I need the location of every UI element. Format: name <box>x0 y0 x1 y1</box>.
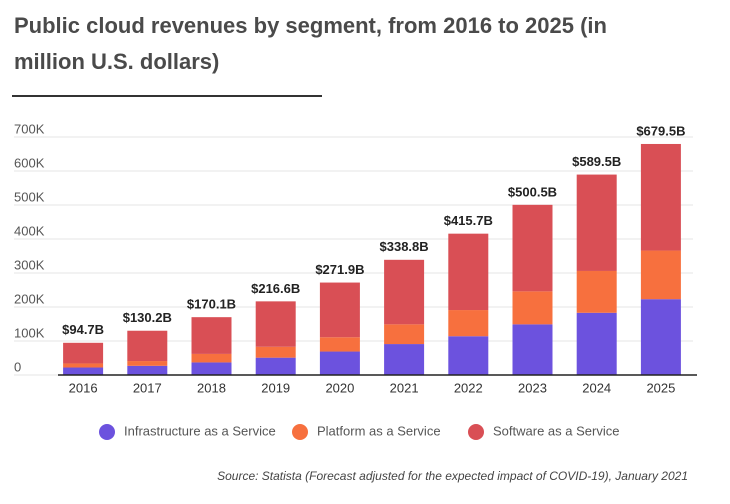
bar-segment <box>384 344 425 375</box>
legend-swatch <box>99 424 115 440</box>
y-tick-label: 400K <box>14 223 45 238</box>
bar-segment <box>255 357 296 375</box>
bar-segment <box>319 337 360 352</box>
bar-segment <box>127 330 168 362</box>
bar-segment <box>576 174 617 271</box>
bar-segment <box>63 342 104 364</box>
bar-segment <box>512 324 553 375</box>
x-tick-label: 2016 <box>69 380 98 395</box>
bar-segment <box>448 336 489 375</box>
bar-segment <box>319 282 360 338</box>
bar-segment <box>640 250 681 300</box>
bar-segment <box>127 365 168 375</box>
x-tick-label: 2020 <box>325 380 354 395</box>
y-tick-label: 500K <box>14 189 45 204</box>
total-label: $216.6B <box>251 281 300 296</box>
y-tick-label: 200K <box>14 291 45 306</box>
x-tick-label: 2018 <box>197 380 226 395</box>
bar-segment <box>63 363 104 368</box>
bar-segment <box>384 259 425 325</box>
bar-segment <box>448 233 489 311</box>
legend-label: Infrastructure as a Service <box>124 423 276 438</box>
title-rule <box>12 95 322 97</box>
bar-segment <box>319 351 360 375</box>
total-label: $271.9B <box>315 262 364 277</box>
total-label: $170.1B <box>187 297 236 312</box>
bar-segment <box>191 353 232 363</box>
x-tick-label: 2022 <box>454 380 483 395</box>
x-tick-label: 2017 <box>133 380 162 395</box>
total-label: $130.2B <box>123 310 172 325</box>
y-tick-label: 300K <box>14 257 45 272</box>
legend-label: Platform as a Service <box>317 423 441 438</box>
x-tick-label: 2024 <box>582 380 611 395</box>
source: Source: Statista (Forecast adjusted for … <box>217 469 688 483</box>
bar-segment <box>255 346 296 358</box>
bar-segment <box>191 362 232 375</box>
total-label: $589.5B <box>572 154 621 169</box>
x-tick-label: 2023 <box>518 380 547 395</box>
bar-segment <box>384 324 425 345</box>
legend-swatch <box>468 424 484 440</box>
bar-segment <box>512 204 553 292</box>
bar-segment <box>576 270 617 313</box>
bar-segment <box>63 367 104 375</box>
legend-label: Software as a Service <box>493 423 619 438</box>
x-tick-label: 2019 <box>261 380 290 395</box>
x-tick-label: 2025 <box>646 380 675 395</box>
bar-segment <box>127 361 168 366</box>
y-tick-label: 600K <box>14 155 45 170</box>
bar-segment <box>640 299 681 375</box>
bar-segment <box>255 301 296 347</box>
bar-segment <box>512 291 553 325</box>
y-tick-label: 700K <box>14 121 45 136</box>
total-label: $415.7B <box>444 213 493 228</box>
bar-segment <box>448 310 489 337</box>
y-tick-label: 0 <box>14 359 21 374</box>
total-label: $338.8B <box>380 239 429 254</box>
total-label: $500.5B <box>508 184 557 199</box>
bar-segment <box>576 312 617 375</box>
bar-segment <box>640 143 681 251</box>
legend-swatch <box>292 424 308 440</box>
chart-title: Public cloud revenues by segment, from 2… <box>14 13 607 74</box>
total-label: $94.7B <box>62 322 104 337</box>
total-label: $679.5B <box>636 123 685 138</box>
y-tick-label: 100K <box>14 325 45 340</box>
bar-segment <box>191 317 232 354</box>
x-tick-label: 2021 <box>390 380 419 395</box>
